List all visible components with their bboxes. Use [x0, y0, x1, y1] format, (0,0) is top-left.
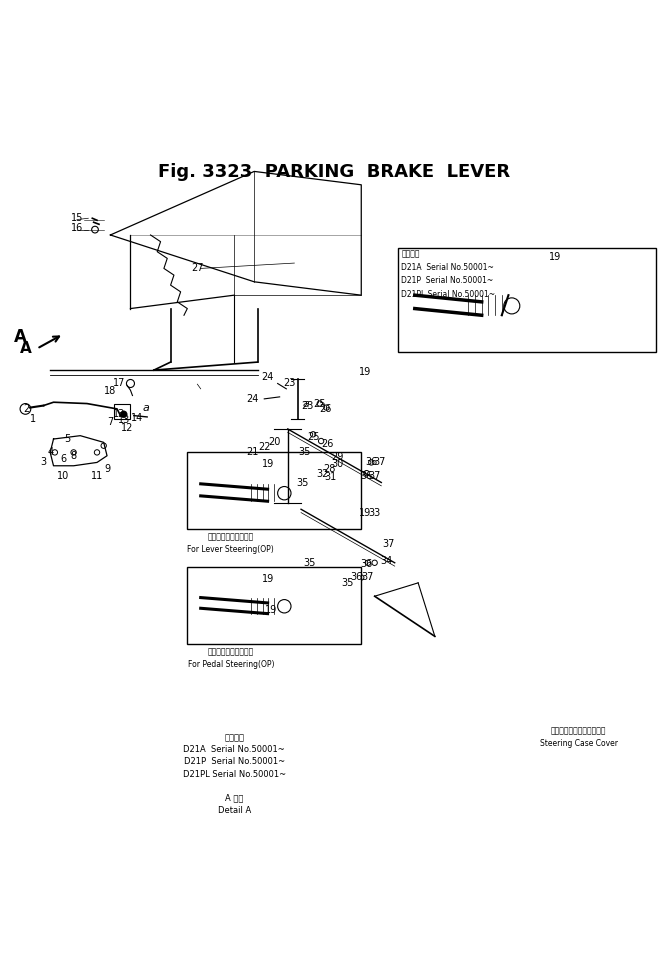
Text: 18: 18 [104, 386, 116, 396]
Text: For Pedal Steering(OP): For Pedal Steering(OP) [187, 660, 274, 669]
Text: 37: 37 [374, 457, 386, 467]
Text: 33: 33 [369, 508, 381, 517]
Text: 6: 6 [60, 455, 67, 464]
Text: 26: 26 [320, 404, 332, 414]
Text: 9: 9 [104, 464, 110, 474]
Text: 37: 37 [362, 572, 374, 583]
Text: 適用号簿: 適用号簿 [401, 250, 420, 259]
Text: 14: 14 [131, 413, 143, 423]
Text: 13: 13 [113, 408, 125, 419]
Text: A: A [19, 342, 31, 356]
Text: 5: 5 [64, 434, 70, 444]
Text: 8: 8 [70, 451, 77, 460]
Text: D21P  Serial No.50001~: D21P Serial No.50001~ [401, 276, 494, 286]
Text: 32: 32 [316, 469, 328, 480]
Text: 23: 23 [283, 378, 295, 389]
Text: 3: 3 [40, 457, 47, 467]
Text: 19: 19 [359, 367, 371, 377]
Text: 22: 22 [258, 442, 270, 452]
Text: 13: 13 [118, 415, 130, 426]
Text: a: a [142, 402, 149, 413]
Text: 34: 34 [381, 557, 393, 566]
Text: 29: 29 [332, 452, 344, 462]
Text: a: a [303, 399, 310, 408]
Text: 35: 35 [296, 478, 308, 487]
Text: ステアリングケースカバー: ステアリングケースカバー [551, 727, 606, 735]
Text: D21A  Serial No.50001~: D21A Serial No.50001~ [401, 263, 494, 272]
Text: 19: 19 [549, 253, 561, 262]
Text: Detail A: Detail A [217, 806, 251, 814]
Text: 36: 36 [365, 457, 377, 467]
Text: 30: 30 [332, 458, 344, 469]
Text: ペダルステアリング用: ペダルステアリング用 [207, 648, 254, 657]
Text: 4: 4 [47, 448, 54, 457]
Text: 16: 16 [71, 223, 83, 234]
Text: 31: 31 [324, 472, 337, 482]
Text: 19: 19 [265, 605, 277, 615]
Text: D21PL Serial No.50001~: D21PL Serial No.50001~ [401, 290, 496, 299]
Text: 36: 36 [351, 572, 363, 583]
Text: 11: 11 [91, 471, 103, 481]
Text: 24: 24 [262, 372, 274, 382]
Text: レバーステアリング用: レバーステアリング用 [207, 533, 254, 541]
Text: For Lever Steering(OP): For Lever Steering(OP) [187, 544, 274, 554]
Bar [187, 567, 361, 645]
Text: 1: 1 [30, 414, 37, 424]
Text: D21A  Serial No.50001~: D21A Serial No.50001~ [183, 745, 285, 755]
Text: 10: 10 [58, 471, 70, 481]
Text: 35: 35 [303, 558, 315, 567]
Text: 21: 21 [247, 448, 259, 457]
Text: 36: 36 [361, 471, 373, 481]
Circle shape [120, 411, 127, 418]
Text: 24: 24 [247, 394, 259, 404]
Text: A 詳細: A 詳細 [225, 793, 244, 803]
Text: 26: 26 [322, 439, 334, 450]
Text: 35: 35 [298, 448, 310, 457]
Text: 28: 28 [323, 464, 335, 474]
Text: 19: 19 [359, 508, 371, 517]
Text: 37: 37 [382, 539, 394, 549]
Text: D21PL Serial No.50001~: D21PL Serial No.50001~ [183, 769, 286, 779]
Bar [398, 248, 656, 352]
Text: 12: 12 [121, 423, 133, 432]
Text: 19: 19 [262, 459, 274, 469]
Text: 36: 36 [361, 559, 373, 569]
Text: D21P  Serial No.50001~: D21P Serial No.50001~ [183, 758, 285, 766]
Text: 適用号簿: 適用号簿 [224, 733, 244, 742]
Text: 20: 20 [268, 437, 280, 448]
Text: 23: 23 [302, 400, 314, 410]
Text: 25: 25 [314, 399, 326, 408]
Text: 25: 25 [307, 432, 319, 442]
Text: 19: 19 [262, 573, 274, 584]
Text: 37: 37 [369, 471, 381, 481]
FancyBboxPatch shape [114, 404, 130, 419]
Text: 15: 15 [71, 213, 83, 223]
Text: 7: 7 [107, 417, 114, 427]
Text: A: A [13, 328, 27, 346]
Text: Fig. 3323  PARKING  BRAKE  LEVER: Fig. 3323 PARKING BRAKE LEVER [159, 163, 510, 180]
Text: 27: 27 [191, 263, 203, 273]
Text: 35: 35 [342, 578, 354, 588]
Text: 2: 2 [23, 404, 30, 414]
Text: Steering Case Cover: Steering Case Cover [540, 739, 617, 748]
Bar [187, 453, 361, 530]
Text: 17: 17 [113, 378, 125, 389]
